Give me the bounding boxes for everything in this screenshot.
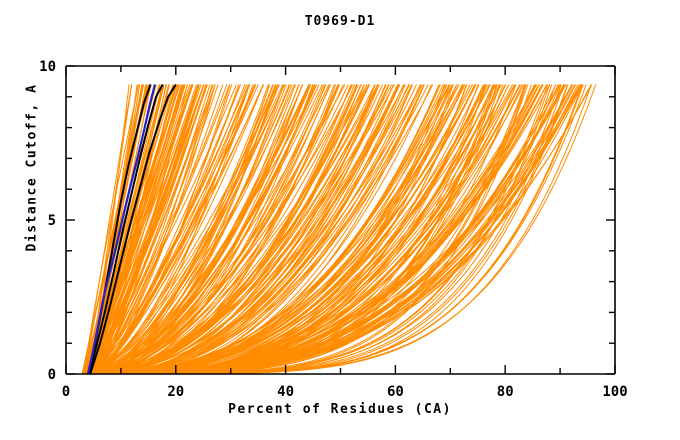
data-curve (89, 84, 368, 374)
data-curve (87, 84, 370, 374)
data-curve (86, 84, 157, 374)
data-curve (96, 84, 264, 374)
axes-group (65, 65, 616, 375)
data-curve (93, 84, 208, 374)
data-curve (94, 84, 405, 374)
x-tick-label: 0 (62, 384, 70, 400)
data-curve (82, 84, 393, 374)
data-curve (88, 84, 285, 374)
data-curve (87, 84, 458, 374)
data-curve (83, 84, 200, 374)
data-curve (85, 84, 340, 374)
data-curve (88, 84, 205, 374)
y-tick-label: 0 (48, 367, 56, 383)
data-curve (88, 84, 401, 374)
data-curve (91, 84, 312, 374)
tick-labels-group: 0 20 40 60 80 100 0 5 10 (39, 59, 628, 400)
x-axis-label: Percent of Residues (CA) (228, 402, 452, 417)
x-tick-label: 40 (277, 384, 294, 400)
y-tick-label: 10 (39, 59, 56, 75)
data-curve (95, 84, 237, 374)
x-tick-label: 100 (602, 384, 627, 400)
data-curve (90, 84, 279, 374)
data-curve (86, 84, 265, 374)
data-curve (84, 84, 199, 374)
data-curve (90, 84, 274, 374)
data-curves-group (80, 83, 597, 374)
data-curve (89, 83, 177, 374)
x-tick-label: 80 (497, 384, 514, 400)
data-curve (86, 84, 248, 374)
y-tick-label: 5 (48, 213, 56, 229)
data-curve (85, 84, 249, 374)
x-tick-label: 60 (387, 384, 404, 400)
x-tick-label: 20 (167, 384, 184, 400)
data-curve (88, 84, 208, 374)
data-curve (88, 84, 256, 374)
chart-title: T0969-D1 (304, 14, 376, 29)
data-curve (89, 84, 434, 374)
data-curve (89, 84, 284, 374)
data-curve (93, 84, 304, 374)
data-curve (82, 84, 317, 374)
data-curve (84, 84, 140, 374)
data-curve (89, 84, 310, 374)
data-curve (88, 84, 164, 374)
data-curve (85, 84, 133, 374)
data-curve (86, 84, 379, 374)
